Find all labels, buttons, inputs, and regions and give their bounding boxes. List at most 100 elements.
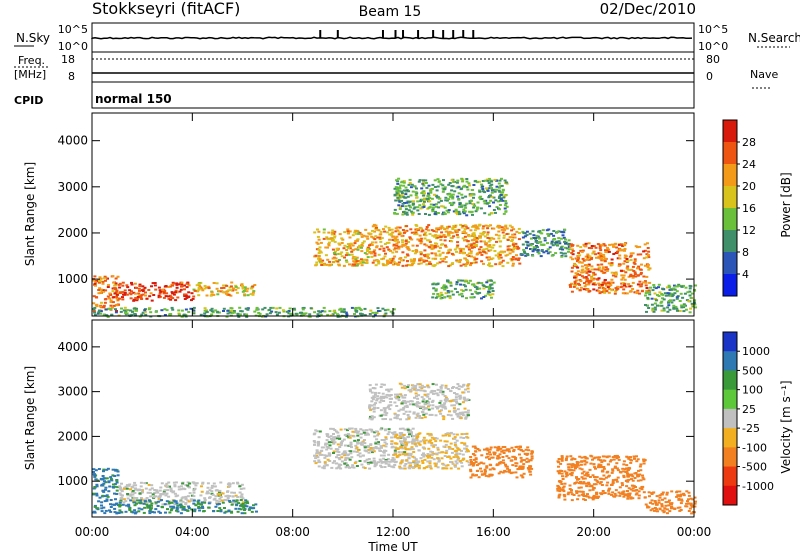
power-cell	[616, 250, 619, 253]
power-cell	[135, 309, 138, 312]
velocity-cell	[631, 475, 635, 478]
power-cell	[678, 300, 682, 302]
power-cell	[397, 233, 401, 236]
power-cell	[139, 295, 143, 298]
power-cell	[464, 225, 468, 228]
velocity-cell	[92, 468, 96, 471]
velocity-cell	[448, 447, 451, 450]
velocity-cell	[559, 480, 563, 483]
power-cell	[623, 244, 627, 247]
velocity-cell	[560, 459, 564, 462]
power-cell	[467, 248, 471, 251]
power-cell	[278, 306, 282, 309]
velocity-cell	[226, 499, 230, 502]
nsky-tick-top-right: 10^5	[698, 23, 728, 36]
velocity-cell	[580, 468, 584, 471]
power-cell	[500, 226, 504, 229]
power-cell	[447, 265, 451, 268]
velocity-cell	[313, 460, 317, 463]
velocity-cell	[363, 467, 367, 469]
power-cell	[427, 184, 431, 187]
power-cell	[444, 261, 448, 263]
power-cell	[101, 280, 105, 283]
power-cell	[585, 271, 589, 274]
power-cell	[210, 310, 214, 313]
power-cell	[190, 299, 193, 302]
power-cell	[497, 255, 501, 258]
velocity-cell	[414, 416, 418, 419]
power-cell	[451, 262, 455, 265]
power-cell	[441, 213, 445, 216]
velocity-cell	[483, 468, 487, 471]
power-cell	[472, 261, 476, 264]
power-cell	[550, 254, 554, 257]
velocity-cell	[242, 487, 246, 490]
power-cell	[429, 189, 433, 192]
power-cell	[353, 256, 357, 259]
power-cell	[422, 204, 426, 207]
power-cell	[498, 253, 502, 256]
power-cell	[614, 290, 618, 293]
power-cell	[571, 253, 575, 256]
power-cell	[463, 257, 467, 260]
power-cell	[606, 251, 609, 254]
power-cell	[621, 244, 625, 247]
velocity-cell	[560, 455, 564, 458]
power-cell	[519, 253, 523, 255]
velocity-cell	[585, 457, 589, 460]
power-cell	[533, 247, 537, 250]
velocity-cell	[511, 464, 515, 467]
velocity-cell	[445, 467, 449, 470]
velocity-cell	[528, 459, 532, 462]
velocity-cell	[461, 391, 465, 394]
power-cell	[488, 187, 492, 190]
power-cell	[370, 244, 374, 246]
power-cell	[636, 253, 640, 256]
power-cell	[108, 297, 111, 300]
power-cell	[243, 313, 247, 316]
velocity-cell	[243, 512, 247, 515]
velocity-cell	[383, 410, 387, 413]
velocity-cell	[376, 430, 379, 433]
velocity-cell	[417, 464, 421, 467]
velocity-cell	[184, 484, 188, 487]
velocity-cell	[430, 453, 434, 456]
power-cell	[608, 243, 612, 246]
power-cell	[229, 285, 233, 288]
power-cell	[607, 248, 611, 251]
power-cell	[581, 271, 585, 274]
power-cell	[374, 264, 378, 267]
power-cell	[382, 247, 386, 250]
power-cell	[338, 233, 342, 236]
power-cell	[515, 230, 519, 233]
power-cell	[458, 201, 462, 204]
power-cell	[642, 250, 646, 253]
velocity-cell	[464, 447, 468, 450]
power-cell	[442, 179, 445, 182]
velocity-cell	[583, 499, 587, 501]
velocity-cell	[100, 504, 103, 507]
power-cell	[475, 237, 479, 239]
velocity-cell	[112, 486, 116, 489]
power-cell	[667, 301, 670, 304]
velocity-cell	[114, 503, 118, 506]
velocity-cell	[94, 478, 98, 481]
power-cell	[319, 313, 323, 316]
velocity-cell	[208, 489, 212, 492]
power-cell	[406, 260, 409, 262]
velocity-cell	[149, 495, 153, 498]
velocity-cell	[635, 460, 639, 463]
power-cell	[391, 263, 395, 266]
velocity-cell	[148, 488, 152, 491]
power-cell	[607, 285, 611, 288]
power-cell	[495, 206, 499, 209]
velocity-cell	[96, 479, 100, 482]
velocity-cell	[422, 440, 426, 443]
power-cell	[676, 295, 680, 298]
velocity-cell	[192, 499, 196, 502]
power-cell	[137, 292, 141, 295]
power-cell	[92, 279, 96, 282]
velocity-cell	[444, 451, 448, 454]
velocity-cell	[370, 396, 374, 399]
velocity-cell	[363, 446, 367, 449]
